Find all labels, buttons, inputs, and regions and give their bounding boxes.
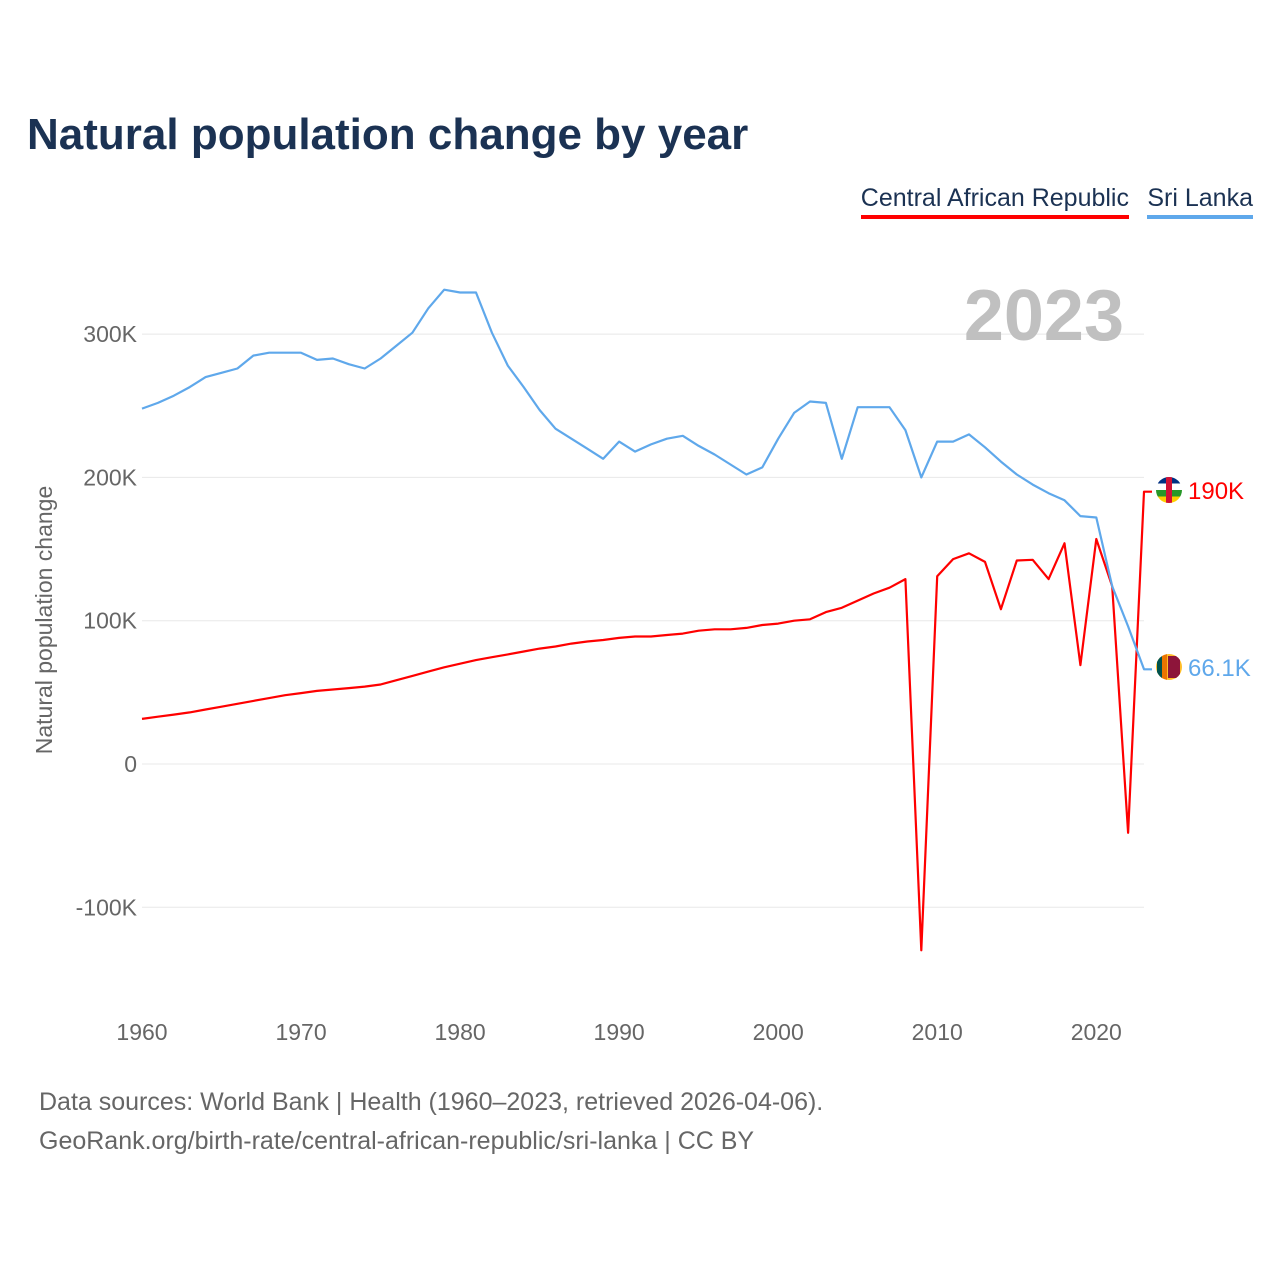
series-line-central-african-republic	[141, 490, 1152, 952]
y-tick-label: 100K	[83, 608, 137, 634]
x-tick-label: 2000	[753, 1019, 804, 1045]
series-line-sri-lanka	[141, 288, 1152, 671]
x-tick-label: 2020	[1071, 1019, 1122, 1045]
year-watermark: 2023	[964, 276, 1124, 356]
chart-title: Natural population change by year	[27, 110, 749, 159]
x-tick-label: 1980	[435, 1019, 486, 1045]
footer-link[interactable]: GeoRank.org/birth-rate/central-african-r…	[39, 1127, 755, 1155]
sri-lanka-flag-icon	[1156, 654, 1182, 680]
end-value-label: 190K	[1188, 478, 1244, 505]
x-tick-label: 1960	[116, 1019, 167, 1045]
y-tick-label: 300K	[83, 321, 137, 347]
end-value-label: 66.1K	[1188, 655, 1251, 682]
y-axis-label: Natural population change	[31, 486, 57, 755]
y-tick-label: 200K	[83, 464, 137, 490]
y-tick-label: 0	[124, 751, 137, 777]
y-tick-label: -100K	[76, 894, 138, 920]
x-tick-label: 1970	[275, 1019, 326, 1045]
legend-sri-lanka[interactable]: Sri Lanka	[1147, 184, 1253, 219]
legend-central-african-republic[interactable]: Central African Republic	[860, 184, 1129, 219]
footer-sources: Data sources: World Bank | Health (1960–…	[39, 1088, 824, 1116]
x-tick-label: 2010	[912, 1019, 963, 1045]
x-tick-label: 1990	[594, 1019, 645, 1045]
central-african-republic-flag-icon	[1156, 477, 1182, 503]
